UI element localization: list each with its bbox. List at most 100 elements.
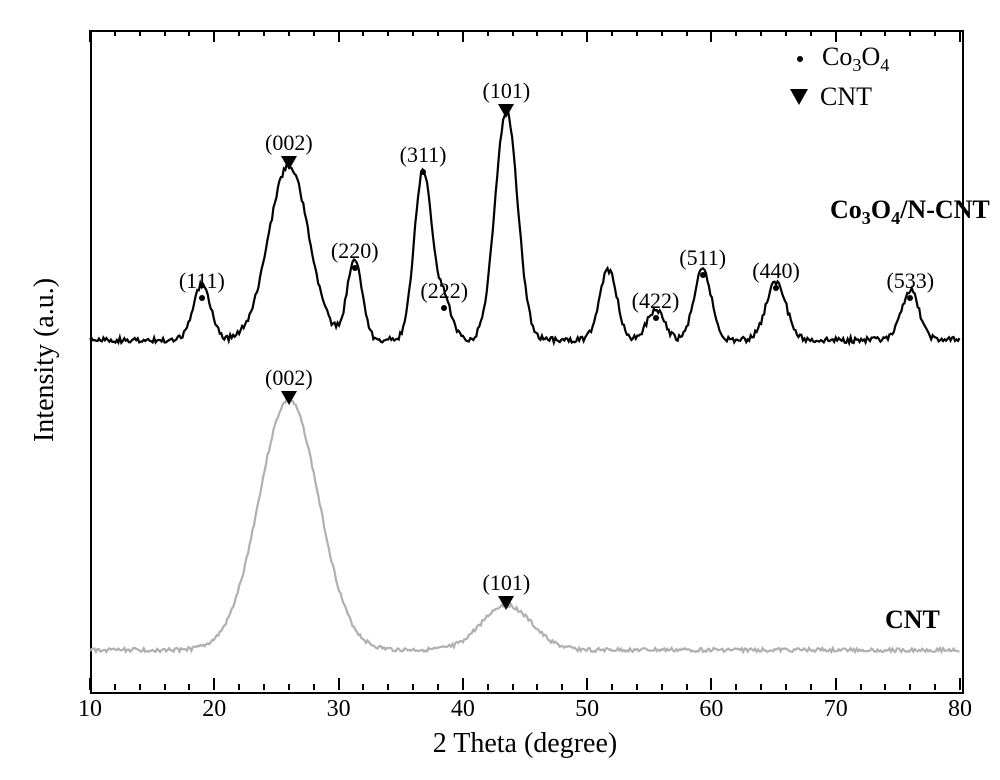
x-tick xyxy=(213,30,215,42)
x-tick xyxy=(412,684,414,690)
dot-icon xyxy=(797,56,803,62)
trace-CNT xyxy=(90,399,960,652)
x-tick xyxy=(188,684,190,690)
dot-icon xyxy=(700,272,706,278)
x-tick xyxy=(959,30,961,42)
x-tick xyxy=(536,30,538,36)
x-tick xyxy=(462,678,464,690)
x-tick xyxy=(412,30,414,36)
x-tick xyxy=(263,684,265,690)
x-tick-label: 80 xyxy=(948,696,972,723)
x-tick xyxy=(860,30,862,36)
x-tick xyxy=(661,684,663,690)
peak-label: (101) xyxy=(483,570,531,596)
dot-icon xyxy=(907,295,913,301)
x-tick xyxy=(114,684,116,690)
x-tick xyxy=(686,30,688,36)
x-tick xyxy=(636,30,638,36)
x-tick xyxy=(164,684,166,690)
x-tick xyxy=(139,30,141,36)
x-tick-label: 40 xyxy=(451,696,475,723)
dot-icon xyxy=(653,315,659,321)
x-tick xyxy=(686,684,688,690)
x-tick xyxy=(934,684,936,690)
x-tick xyxy=(362,30,364,36)
trace-label: CNT xyxy=(885,605,940,635)
x-tick xyxy=(561,684,563,690)
x-tick xyxy=(909,30,911,36)
x-tick xyxy=(288,30,290,36)
x-tick xyxy=(313,30,315,36)
x-tick xyxy=(338,678,340,690)
triangle-icon xyxy=(498,596,514,610)
x-tick xyxy=(611,30,613,36)
x-tick xyxy=(536,684,538,690)
x-tick-label: 70 xyxy=(824,696,848,723)
peak-label: (311) xyxy=(400,142,447,168)
x-tick xyxy=(611,684,613,690)
x-tick xyxy=(735,684,737,690)
y-axis-label: Intensity (a.u.) xyxy=(29,278,61,442)
legend-label: Co3O4 xyxy=(822,42,889,76)
x-tick-label: 50 xyxy=(575,696,599,723)
x-tick xyxy=(114,30,116,36)
triangle-icon xyxy=(498,104,514,118)
dot-icon xyxy=(441,305,447,311)
x-tick xyxy=(164,30,166,36)
x-tick xyxy=(760,30,762,36)
peak-label: (533) xyxy=(886,268,934,294)
triangle-icon xyxy=(281,156,297,170)
x-tick xyxy=(586,678,588,690)
x-tick xyxy=(785,684,787,690)
x-tick xyxy=(387,684,389,690)
triangle-icon xyxy=(281,391,297,405)
x-tick xyxy=(661,30,663,36)
triangle-icon xyxy=(790,89,808,105)
x-tick xyxy=(338,30,340,42)
x-tick xyxy=(437,684,439,690)
x-tick xyxy=(835,678,837,690)
x-tick xyxy=(835,30,837,42)
x-tick xyxy=(760,684,762,690)
x-tick xyxy=(238,684,240,690)
x-tick xyxy=(263,30,265,36)
x-tick-label: 10 xyxy=(78,696,102,723)
x-tick xyxy=(213,678,215,690)
peak-label: (002) xyxy=(265,365,313,391)
x-tick xyxy=(238,30,240,36)
x-tick xyxy=(89,678,91,690)
x-tick xyxy=(959,678,961,690)
x-tick-label: 30 xyxy=(327,696,351,723)
x-tick xyxy=(487,684,489,690)
x-tick xyxy=(884,30,886,36)
dot-icon xyxy=(352,265,358,271)
peak-label: (511) xyxy=(679,245,726,271)
peak-label: (422) xyxy=(632,288,680,314)
peak-label: (440) xyxy=(752,258,800,284)
x-tick xyxy=(909,684,911,690)
x-tick xyxy=(810,30,812,36)
legend: Co3O4 CNT xyxy=(790,42,889,118)
x-tick xyxy=(934,30,936,36)
dot-icon xyxy=(773,285,779,291)
x-tick xyxy=(362,684,364,690)
legend-row: Co3O4 xyxy=(790,42,889,76)
peak-label: (111) xyxy=(179,268,225,294)
x-tick xyxy=(884,684,886,690)
x-tick xyxy=(487,30,489,36)
x-tick xyxy=(636,684,638,690)
x-tick xyxy=(139,684,141,690)
x-tick-label: 20 xyxy=(202,696,226,723)
dot-icon xyxy=(420,169,426,175)
x-axis-label: 2 Theta (degree) xyxy=(433,728,618,760)
dot-icon xyxy=(199,295,205,301)
trace-label: Co3O4/N-CNT xyxy=(830,195,990,229)
peak-label: (002) xyxy=(265,130,313,156)
x-tick xyxy=(561,30,563,36)
x-tick xyxy=(512,30,514,36)
x-tick xyxy=(710,678,712,690)
x-tick xyxy=(586,30,588,42)
legend-label: CNT xyxy=(820,82,872,112)
peak-label: (101) xyxy=(483,78,531,104)
x-tick xyxy=(387,30,389,36)
